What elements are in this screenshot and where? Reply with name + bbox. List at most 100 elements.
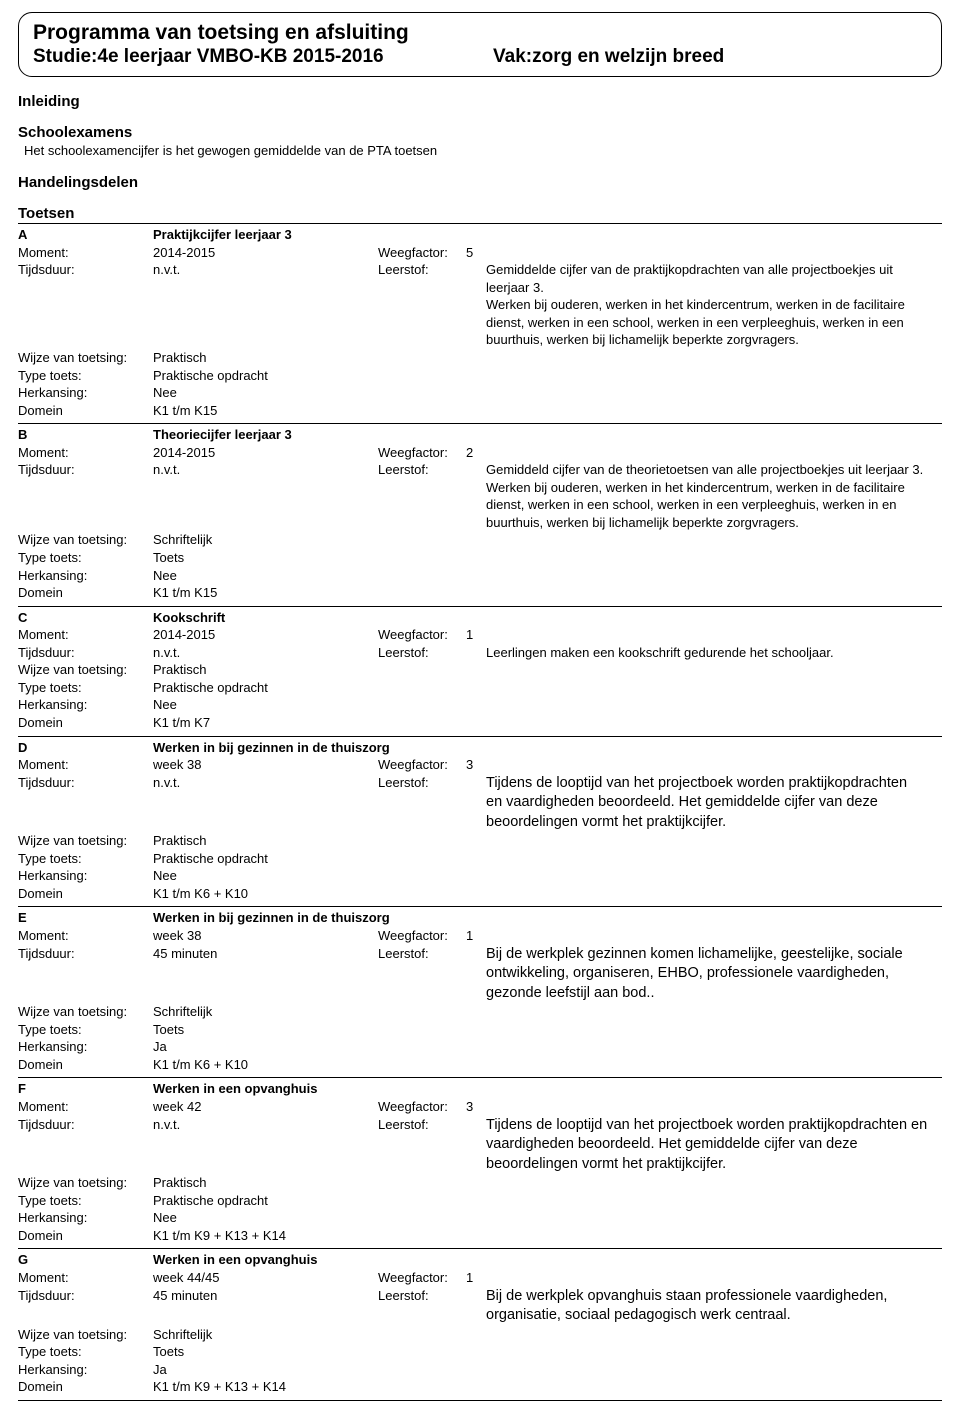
leerstof-line: Werken bij ouderen, werken in het kinder… bbox=[486, 296, 936, 349]
handelingsdelen-heading: Handelingsdelen bbox=[18, 174, 942, 191]
wijze-value: Praktisch bbox=[153, 832, 378, 850]
wijze-label: Wijze van toetsing: bbox=[18, 661, 153, 679]
moment-label: Moment: bbox=[18, 756, 153, 774]
domein-value: K1 t/m K15 bbox=[153, 584, 378, 602]
leerstof-label: Leerstof: bbox=[378, 644, 466, 662]
leerstof-cell: Gemiddeld cijfer van de theorietoetsen v… bbox=[486, 461, 942, 531]
leerstof-cell: Tijdens de looptijd van het projectboek … bbox=[486, 1116, 942, 1175]
toets-row-domein: Domein K1 t/m K6 + K10 bbox=[18, 1056, 942, 1074]
toets-row-herkansing: Herkansing: Nee bbox=[18, 567, 942, 585]
leerstof-line: Gemiddeld cijfer van de theorietoetsen v… bbox=[486, 461, 936, 479]
weegfactor-value: 1 bbox=[466, 927, 486, 945]
vak-label: Vak: bbox=[493, 46, 532, 67]
toets-letter: A bbox=[18, 226, 153, 244]
moment-value: week 44/45 bbox=[153, 1269, 378, 1287]
moment-label: Moment: bbox=[18, 444, 153, 462]
type-value: Toets bbox=[153, 1021, 378, 1039]
toets-row-moment: Moment: 2014-2015 Weegfactor: 2 bbox=[18, 444, 942, 462]
leerstof-cell: Tijdens de looptijd van het projectboek … bbox=[486, 774, 942, 833]
leerstof-cell: Leerlingen maken een kookschrift geduren… bbox=[486, 644, 942, 662]
moment-label: Moment: bbox=[18, 927, 153, 945]
toets-row-domein: Domein K1 t/m K15 bbox=[18, 584, 942, 602]
toets-row-tijdsduur: Tijdsduur: n.v.t. Leerstof: Gemiddelde c… bbox=[18, 261, 942, 349]
document-header: Programma van toetsing en afsluiting Stu… bbox=[18, 12, 942, 77]
schoolexamens-heading: Schoolexamens bbox=[18, 124, 942, 141]
toets-row-type: Type toets: Toets bbox=[18, 1343, 942, 1361]
toets-row-wijze: Wijze van toetsing: Praktisch bbox=[18, 661, 942, 679]
wijze-label: Wijze van toetsing: bbox=[18, 1003, 153, 1021]
herkansing-value: Nee bbox=[153, 567, 378, 585]
weegfactor-label: Weegfactor: bbox=[378, 1098, 466, 1116]
domein-label: Domein bbox=[18, 1227, 153, 1245]
tijdsduur-value: n.v.t. bbox=[153, 261, 378, 279]
toets-row-domein: Domein K1 t/m K9 + K13 + K14 bbox=[18, 1227, 942, 1245]
type-value: Praktische opdracht bbox=[153, 1192, 378, 1210]
domein-value: K1 t/m K6 + K10 bbox=[153, 1056, 378, 1074]
type-value: Praktische opdracht bbox=[153, 679, 378, 697]
wijze-value: Schriftelijk bbox=[153, 1326, 378, 1344]
herkansing-label: Herkansing: bbox=[18, 384, 153, 402]
toets-row-tijdsduur: Tijdsduur: n.v.t. Leerstof: Tijdens de l… bbox=[18, 774, 942, 833]
domein-label: Domein bbox=[18, 1378, 153, 1396]
toets-row-type: Type toets: Toets bbox=[18, 1021, 942, 1039]
tijdsduur-value: n.v.t. bbox=[153, 774, 378, 792]
tijdsduur-label: Tijdsduur: bbox=[18, 644, 153, 662]
moment-value: 2014-2015 bbox=[153, 626, 378, 644]
type-label: Type toets: bbox=[18, 1192, 153, 1210]
weegfactor-value: 5 bbox=[466, 244, 486, 262]
leerstof-cell: Bij de werkplek gezinnen komen lichameli… bbox=[486, 945, 942, 1004]
toets-title: Werken in bij gezinnen in de thuiszorg bbox=[153, 909, 942, 927]
toets-row-domein: Domein K1 t/m K6 + K10 bbox=[18, 885, 942, 903]
herkansing-value: Ja bbox=[153, 1361, 378, 1379]
leerstof-line: Leerlingen maken een kookschrift geduren… bbox=[486, 644, 936, 662]
toets-letter: E bbox=[18, 909, 153, 927]
toets-row-wijze: Wijze van toetsing: Schriftelijk bbox=[18, 1003, 942, 1021]
toets-row-wijze: Wijze van toetsing: Schriftelijk bbox=[18, 531, 942, 549]
toets-row-herkansing: Herkansing: Ja bbox=[18, 1361, 942, 1379]
toets-title-row: B Theoriecijfer leerjaar 3 bbox=[18, 426, 942, 444]
toets-row-herkansing: Herkansing: Ja bbox=[18, 1038, 942, 1056]
toets-row-wijze: Wijze van toetsing: Praktisch bbox=[18, 349, 942, 367]
leerstof-line: Bij de werkplek opvanghuis staan profess… bbox=[486, 1287, 936, 1326]
wijze-label: Wijze van toetsing: bbox=[18, 1326, 153, 1344]
toets-row-wijze: Wijze van toetsing: Praktisch bbox=[18, 1174, 942, 1192]
wijze-label: Wijze van toetsing: bbox=[18, 531, 153, 549]
toets-row-moment: Moment: week 38 Weegfactor: 1 bbox=[18, 927, 942, 945]
type-value: Praktische opdracht bbox=[153, 850, 378, 868]
toets-row-domein: Domein K1 t/m K15 bbox=[18, 402, 942, 420]
toets-block: D Werken in bij gezinnen in de thuiszorg… bbox=[18, 737, 942, 908]
toets-row-moment: Moment: 2014-2015 Weegfactor: 1 bbox=[18, 626, 942, 644]
tijdsduur-label: Tijdsduur: bbox=[18, 461, 153, 479]
herkansing-value: Nee bbox=[153, 1209, 378, 1227]
moment-label: Moment: bbox=[18, 626, 153, 644]
studie-label: Studie: bbox=[33, 46, 97, 67]
herkansing-value: Ja bbox=[153, 1038, 378, 1056]
herkansing-label: Herkansing: bbox=[18, 867, 153, 885]
weegfactor-value: 1 bbox=[466, 1269, 486, 1287]
toets-letter: B bbox=[18, 426, 153, 444]
leerstof-label: Leerstof: bbox=[378, 945, 466, 963]
schoolexamens-body: Het schoolexamencijfer is het gewogen ge… bbox=[18, 143, 942, 160]
domein-label: Domein bbox=[18, 402, 153, 420]
tijdsduur-label: Tijdsduur: bbox=[18, 1116, 153, 1134]
studie-value: 4e leerjaar VMBO-KB 2015-2016 bbox=[97, 46, 383, 67]
tijdsduur-label: Tijdsduur: bbox=[18, 1287, 153, 1305]
domein-value: K1 t/m K9 + K13 + K14 bbox=[153, 1378, 378, 1396]
tijdsduur-value: 45 minuten bbox=[153, 1287, 378, 1305]
domein-value: K1 t/m K6 + K10 bbox=[153, 885, 378, 903]
toets-title-row: A Praktijkcijfer leerjaar 3 bbox=[18, 226, 942, 244]
type-label: Type toets: bbox=[18, 850, 153, 868]
leerstof-label: Leerstof: bbox=[378, 1287, 466, 1305]
herkansing-label: Herkansing: bbox=[18, 1209, 153, 1227]
leerstof-line: Bij de werkplek gezinnen komen lichameli… bbox=[486, 945, 936, 1004]
toets-row-tijdsduur: Tijdsduur: 45 minuten Leerstof: Bij de w… bbox=[18, 945, 942, 1004]
toets-row-type: Type toets: Praktische opdracht bbox=[18, 1192, 942, 1210]
tijdsduur-value: n.v.t. bbox=[153, 461, 378, 479]
toetsen-heading: Toetsen bbox=[18, 205, 942, 224]
toets-letter: F bbox=[18, 1080, 153, 1098]
leerstof-line: Tijdens de looptijd van het projectboek … bbox=[486, 774, 936, 794]
header-studie: Studie:4e leerjaar VMBO-KB 2015-2016 bbox=[33, 46, 493, 68]
leerstof-label: Leerstof: bbox=[378, 461, 466, 479]
tijdsduur-value: n.v.t. bbox=[153, 1116, 378, 1134]
moment-label: Moment: bbox=[18, 244, 153, 262]
